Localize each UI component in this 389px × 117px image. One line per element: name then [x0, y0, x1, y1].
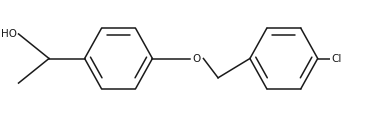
Text: O: O [193, 53, 201, 64]
Text: HO: HO [1, 29, 17, 39]
Text: Cl: Cl [331, 53, 342, 64]
